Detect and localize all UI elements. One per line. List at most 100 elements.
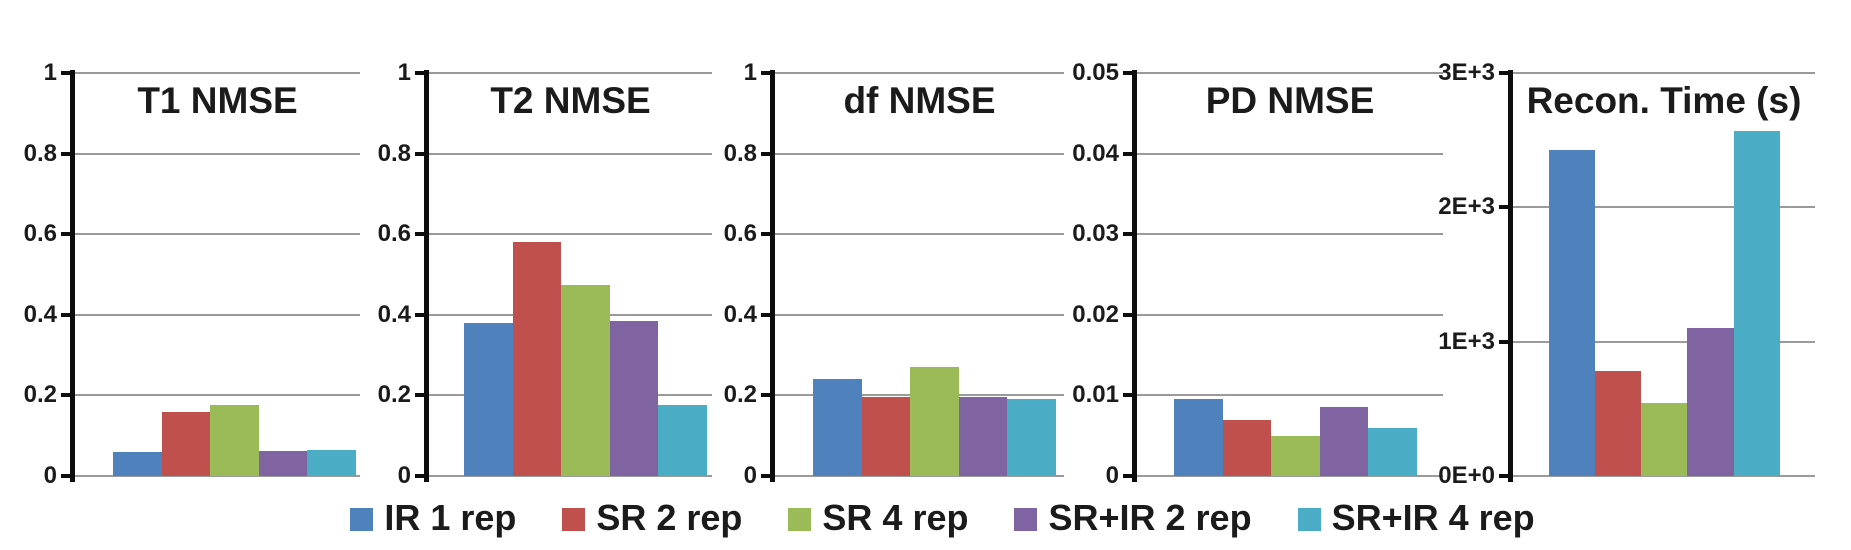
legend-label: SR 2 rep — [596, 497, 743, 538]
bar-ir-1-rep — [464, 322, 513, 476]
gridline — [775, 72, 1064, 74]
y-tick-label: 0.6 — [723, 220, 757, 248]
y-axis-tick — [761, 232, 775, 237]
bar-ir-1-rep — [1174, 399, 1223, 476]
bar-sr-ir-4-rep — [1368, 427, 1417, 476]
y-axis-tick — [1123, 151, 1137, 156]
bar-sr-2-rep — [1594, 371, 1642, 476]
bar-sr-4-rep — [1641, 403, 1688, 476]
gridline — [75, 233, 360, 236]
bar-sr-4-rep — [561, 284, 610, 476]
y-axis-tick — [1499, 474, 1513, 478]
y-axis-tick — [1123, 312, 1137, 317]
bar-sr-ir-2-rep — [609, 320, 659, 476]
y-tick-label: 3E+3 — [1438, 59, 1495, 86]
bar-ir-1-rep — [813, 379, 862, 476]
legend: IR 1 rep SR 2 rep SR 4 rep SR+IR 2 rep SR+IR… — [0, 494, 1851, 542]
legend-label: IR 1 rep — [384, 497, 517, 538]
gridline — [775, 313, 1064, 316]
y-axis-line — [424, 70, 429, 482]
gridline — [1137, 233, 1443, 236]
y-axis-tick — [761, 151, 775, 156]
chart-title: Recon. Time (s) — [1526, 80, 1802, 121]
y-tick-label: 0.8 — [377, 139, 411, 167]
bar-sr-ir-2-rep — [1687, 328, 1734, 476]
y-tick-label: 0.2 — [23, 381, 57, 409]
y-tick-label: 0.2 — [723, 381, 757, 409]
y-tick-label: 0 — [397, 462, 411, 489]
legend-swatch-icon — [350, 508, 374, 531]
chart-title: T2 NMSE — [490, 80, 651, 121]
y-axis-tick — [415, 393, 429, 398]
y-tick-label: 1E+3 — [1438, 327, 1495, 355]
y-tick-label: 0.8 — [23, 139, 57, 167]
gridline — [775, 152, 1064, 155]
legend-item-sr-ir-2-rep: SR+IR 2 rep — [1014, 498, 1252, 538]
gridline — [1513, 206, 1815, 209]
gridline — [429, 152, 712, 155]
y-axis-tick — [1123, 71, 1137, 75]
y-tick-label: 0.2 — [377, 381, 411, 409]
gridline — [1137, 313, 1443, 316]
bar-sr-4-rep — [910, 367, 959, 476]
gridline — [1137, 152, 1443, 155]
y-axis-tick — [61, 71, 75, 75]
y-tick-label: 0.02 — [1072, 300, 1119, 328]
y-axis-tick — [1123, 232, 1137, 237]
legend-label: SR 4 rep — [822, 497, 969, 538]
y-axis-tick — [1499, 339, 1513, 344]
bar-sr-4-rep — [1271, 435, 1320, 476]
y-tick-label: 0.01 — [1072, 381, 1119, 409]
y-axis-tick — [61, 232, 75, 237]
y-tick-label: 0.6 — [23, 220, 57, 248]
gridline — [75, 152, 360, 155]
y-tick-label: 1 — [743, 59, 757, 86]
y-tick-label: 0.8 — [723, 139, 757, 167]
bar-sr-4-rep — [210, 405, 259, 476]
bar-sr-2-rep — [861, 397, 911, 476]
y-axis-tick — [1499, 205, 1513, 210]
legend-label: SR+IR 4 rep — [1331, 497, 1535, 538]
bar-sr-ir-2-rep — [1319, 407, 1369, 476]
y-tick-label: 0 — [743, 462, 757, 489]
legend-item-sr-4-rep: SR 4 rep — [788, 498, 968, 538]
gridline — [75, 394, 360, 397]
gridline — [1137, 72, 1443, 74]
y-tick-label: 0 — [1105, 462, 1119, 489]
y-tick-label: 0.4 — [723, 300, 757, 328]
gridline — [429, 233, 712, 236]
y-tick-label: 0.04 — [1072, 139, 1119, 167]
chart-title: df NMSE — [843, 80, 996, 121]
legend-swatch-icon — [562, 508, 586, 531]
gridline — [75, 72, 360, 74]
y-tick-label: 0.05 — [1072, 59, 1119, 86]
y-tick-label: 2E+3 — [1438, 193, 1495, 221]
legend-item-sr-ir-4-rep: SR+IR 4 rep — [1297, 497, 1535, 538]
gridline — [1513, 340, 1815, 343]
gridline — [1137, 394, 1443, 397]
y-axis-tick — [761, 474, 775, 478]
bar-sr-2-rep — [1222, 419, 1272, 476]
y-axis-tick — [1123, 393, 1137, 398]
y-tick-label: 0.4 — [23, 300, 57, 328]
y-axis-tick — [61, 151, 75, 156]
y-tick-label: 0.6 — [377, 220, 411, 248]
y-axis-tick — [415, 312, 429, 317]
y-axis-tick — [761, 71, 775, 75]
gridline — [775, 475, 1064, 477]
y-axis-line — [1508, 70, 1513, 482]
y-axis-tick — [761, 393, 775, 398]
y-tick-label: 1 — [397, 59, 411, 86]
gridline — [775, 233, 1064, 236]
y-axis-line — [1132, 70, 1137, 482]
y-tick-label: 0.4 — [377, 300, 411, 328]
y-axis-tick — [415, 474, 429, 478]
y-axis-line — [70, 70, 75, 482]
bar-ir-1-rep — [1548, 149, 1595, 476]
y-axis-tick — [415, 151, 429, 156]
